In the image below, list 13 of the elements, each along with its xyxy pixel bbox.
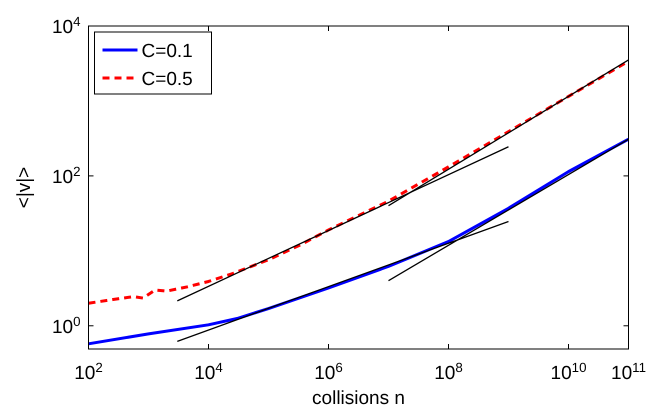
x-tick-label: 10$^{10}$ bbox=[550, 360, 586, 384]
x-tick-label: 10$^{6}$ bbox=[314, 360, 343, 384]
y-tick-label: 10$^{2}$ bbox=[52, 163, 80, 188]
legend-label: C=0.5 bbox=[142, 69, 193, 90]
y-tick-label: 10$^{4}$ bbox=[52, 14, 80, 38]
x-tick-label: 10$^{2}$ bbox=[74, 360, 103, 384]
y-tick-label: 10$^{0}$ bbox=[52, 313, 80, 338]
y-axis-title: <|v|> bbox=[14, 166, 35, 208]
x-tick-label: 10$^{4}$ bbox=[194, 360, 223, 384]
legend-label: C=0.1 bbox=[142, 41, 193, 62]
x-tick-label: 10$^{11}$ bbox=[611, 360, 646, 384]
x-axis-title: collisions n bbox=[312, 388, 405, 409]
x-tick-label: 10$^{8}$ bbox=[434, 360, 463, 384]
